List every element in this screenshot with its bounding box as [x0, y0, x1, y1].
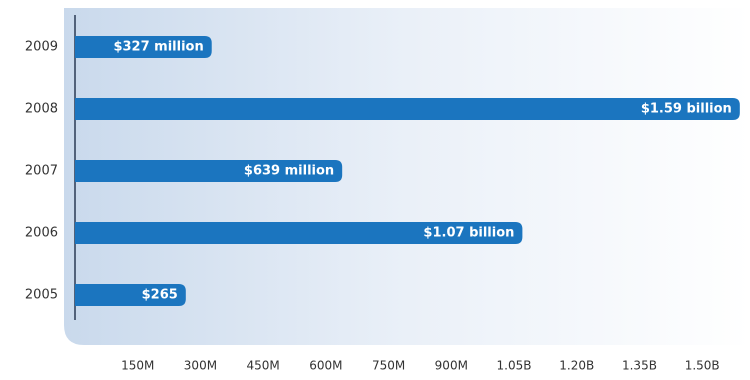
- bar: [75, 98, 740, 120]
- bar: [75, 36, 212, 58]
- x-tick-label: 1.50B: [685, 359, 720, 373]
- bar: [75, 160, 343, 182]
- x-tick-label: 600M: [309, 359, 342, 373]
- value-label: $1.07 billion: [423, 226, 514, 241]
- bar: [75, 284, 186, 306]
- y-tick-label: 2008: [25, 102, 58, 117]
- x-tick-label: 750M: [372, 359, 405, 373]
- x-tick-label: 1.05B: [497, 359, 532, 373]
- value-label: $327 million: [113, 40, 203, 55]
- x-tick-label: 900M: [435, 359, 468, 373]
- x-tick-label: 1.20B: [559, 359, 594, 373]
- x-tick-label: 450M: [247, 359, 280, 373]
- y-tick-label: 2005: [25, 288, 58, 303]
- x-tick-label: 300M: [184, 359, 217, 373]
- y-tick-label: 2009: [25, 40, 58, 55]
- value-label: $265: [142, 288, 178, 303]
- y-tick-label: 2006: [25, 226, 58, 241]
- y-tick-label: 2007: [25, 164, 58, 179]
- plot-background: [64, 8, 750, 345]
- x-tick-label: 150M: [121, 359, 154, 373]
- value-label: $639 million: [244, 164, 334, 179]
- x-tick-label: 1.35B: [622, 359, 657, 373]
- value-label: $1.59 billion: [641, 102, 732, 117]
- bar: [75, 222, 523, 244]
